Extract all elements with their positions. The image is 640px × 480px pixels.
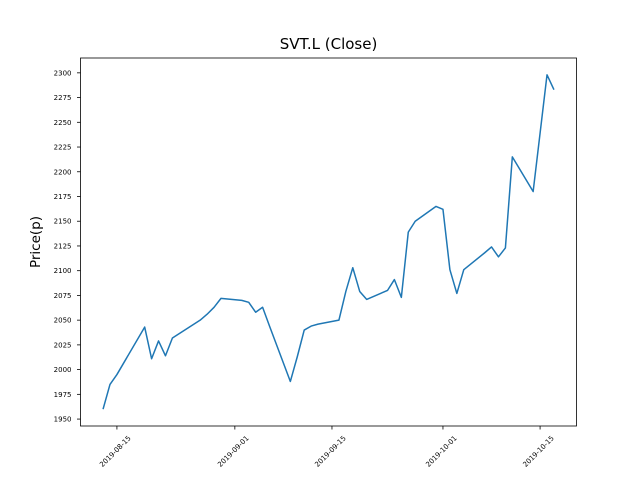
x-tick-label: 2019-10-01 xyxy=(424,434,458,468)
y-tick-label: 2000 xyxy=(54,366,72,374)
y-tick-label: 2050 xyxy=(54,317,72,325)
y-tick-label: 1950 xyxy=(54,416,72,424)
y-tick-label: 2100 xyxy=(54,267,72,275)
y-tick-label: 2125 xyxy=(54,242,72,250)
x-tick-label: 2019-08-15 xyxy=(98,434,132,468)
y-tick-label: 2225 xyxy=(54,144,72,152)
x-tick-label: 2019-09-01 xyxy=(216,434,250,468)
chart-title: SVT.L (Close) xyxy=(279,35,378,53)
y-tick-label: 2300 xyxy=(54,69,72,77)
x-tick-label: 2019-09-15 xyxy=(313,434,347,468)
y-tick-label: 1975 xyxy=(54,391,72,399)
x-tick-label: 2019-10-15 xyxy=(521,434,555,468)
y-tick-label: 2175 xyxy=(54,193,72,201)
y-tick-label: 2200 xyxy=(54,168,72,176)
y-tick-label: 2250 xyxy=(54,119,72,127)
y-tick-label: 2025 xyxy=(54,341,72,349)
axes-frame xyxy=(80,57,577,427)
y-tick-label: 2150 xyxy=(54,218,72,226)
price-line xyxy=(102,74,555,410)
y-axis-label: Price(p) xyxy=(28,215,44,269)
y-tick-label: 2275 xyxy=(54,94,72,102)
y-tick-label: 2075 xyxy=(54,292,72,300)
